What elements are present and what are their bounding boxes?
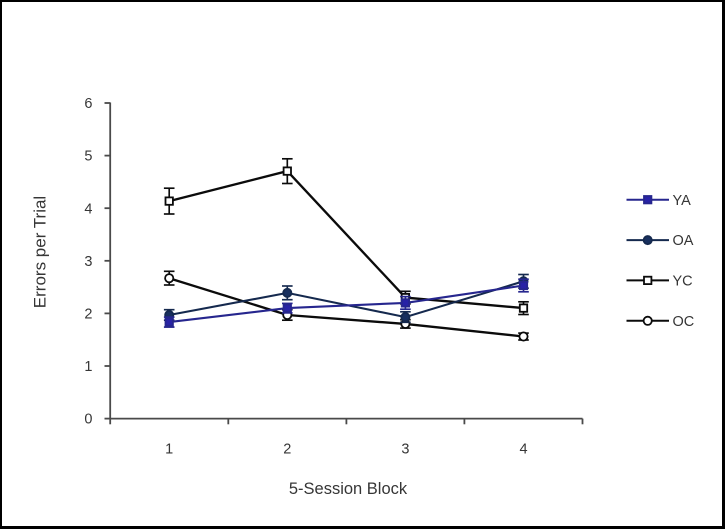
svg-text:4: 4 (519, 441, 527, 457)
svg-text:2: 2 (84, 307, 92, 323)
svg-text:3: 3 (84, 254, 92, 270)
svg-text:1: 1 (165, 441, 173, 457)
svg-text:YC: YC (673, 274, 693, 290)
svg-text:YA: YA (673, 193, 692, 209)
svg-text:Errors per Trial: Errors per Trial (31, 196, 50, 308)
svg-text:OC: OC (673, 314, 695, 330)
svg-text:5-Session Block: 5-Session Block (289, 480, 408, 498)
svg-text:5: 5 (84, 149, 92, 165)
svg-text:OA: OA (673, 233, 694, 249)
svg-text:3: 3 (401, 441, 409, 457)
svg-text:4: 4 (84, 201, 92, 217)
svg-text:6: 6 (84, 96, 92, 112)
svg-text:1: 1 (84, 359, 92, 375)
svg-text:2: 2 (283, 441, 291, 457)
svg-text:0: 0 (84, 412, 92, 428)
